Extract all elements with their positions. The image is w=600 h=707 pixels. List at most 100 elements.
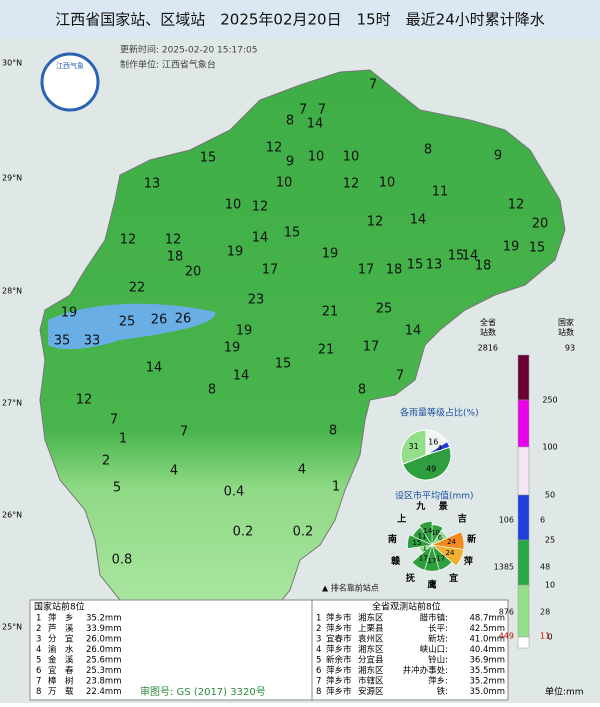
national-cell: 3 [36,635,41,645]
rain-area [48,303,216,350]
province-cell: 萍乡市 [326,644,352,655]
station-value: 35 [54,334,71,349]
city-name: 鹰 [427,579,436,591]
station-value: 9 [494,149,502,164]
national-cell: 宜 春 [48,665,74,676]
station-value: 12 [367,215,384,230]
legend-count: 28 [540,608,550,617]
national-cell: 22.4mm [86,687,122,697]
national-cell: 35.2mm [86,614,122,624]
lat-label: 29°N [2,174,22,183]
station-value: 15 [529,241,546,256]
province-cell: 1 [316,614,321,624]
province-cell: 40.4mm [470,645,506,655]
city-name: 吉 [458,512,467,524]
national-cell: 7 [36,677,41,687]
marker-note: ▲ 排名靠前站点 [322,583,379,593]
lat-label: 26°N [2,511,22,520]
legend-count: 449 [499,632,514,641]
province-cell: 长平: [428,623,448,634]
legend-count: 876 [499,608,514,617]
province-cell: 峡山口: [420,644,448,655]
pie-share-title: 各雨量等级占比(%) [400,407,479,419]
city-value: 17 [436,555,445,563]
legend-level: 250 [542,396,557,405]
national-cell: 26.0mm [86,645,122,655]
national-title: 国家站前8位 [34,601,85,613]
legend-unit: 单位:mm [545,686,584,698]
title-bar [0,0,600,38]
province-cell: 萍乡市 [326,686,352,697]
station-value: 25 [119,315,136,330]
province-cell: 铁: [437,686,448,697]
station-value: 10 [343,150,360,165]
legend-level: 50 [545,491,555,500]
station-value: 19 [224,341,241,356]
province-cell: 35.0mm [470,687,506,697]
legend-level: 10 [545,581,555,590]
station-value: 26 [151,313,168,328]
station-value: 15 [200,151,217,166]
station-value: 26 [175,312,192,327]
station-value: 1 [119,432,127,447]
national-cell: 6 [36,666,41,676]
station-value: 15 [448,249,465,264]
station-value: 19 [227,245,244,260]
province-cell: 萍乡: [428,676,448,687]
station-value: 13 [426,258,443,273]
station-value: 23 [248,293,265,308]
update-time: 更新时间: 2025-02-20 15:17:05 [120,44,257,56]
city-slice [407,534,434,549]
province-cell: 5 [316,656,321,666]
station-value: 1 [332,480,340,495]
city-name: 新 [467,533,476,545]
city-name: 萍 [464,555,473,567]
national-cell: 26.0mm [86,635,122,645]
province-cell: 铃山: [428,655,448,666]
province-cell: 安源区 [358,686,384,697]
station-value: 25 [376,302,393,317]
province-cell: 湘东区 [358,644,384,655]
province-title: 全省观测站前8位 [372,601,441,613]
legend-count: 2816 [478,344,498,353]
national-cell: 渝 水 [48,644,74,655]
province-cell: 35.2mm [470,677,506,687]
city-value: 24 [447,538,456,546]
legend-count: 48 [540,563,550,572]
station-value: 7 [369,78,377,93]
pie-label: 31 [409,442,419,451]
national-cell: 1 [36,614,41,624]
city-value: 17 [419,555,428,563]
city-name: 宜 [449,572,458,584]
national-cell: 25.3mm [86,666,122,676]
station-value: 7 [396,369,404,384]
station-value: 14 [233,369,250,384]
city-value: 6 [438,534,443,542]
station-value: 8 [329,424,337,439]
national-cell: 23.8mm [86,677,122,687]
province-cell: 6 [316,666,321,676]
legend-level: 25 [545,536,555,545]
station-value: 10 [308,150,325,165]
station-value: 14 [405,324,422,339]
legend-level: 0 [547,633,552,642]
city-value: 1 [423,544,427,552]
province-cell: 湘东区 [358,665,384,676]
station-value: 8 [358,383,366,398]
station-value: 12 [343,177,360,192]
station-value: 7 [299,103,307,118]
station-value: 0.2 [293,525,314,540]
province-cell: 井冲办事处: [403,665,448,676]
province-cell: 36.9mm [470,656,506,666]
province-cell: 41.0mm [470,635,506,645]
station-value: 9 [286,155,294,170]
province-cell: 袁州区 [358,634,384,645]
pie-label: 16 [428,437,438,446]
station-value: 15 [284,226,301,241]
station-value: 2 [102,454,110,469]
lat-label: 25°N [2,623,22,632]
lat-label: 30°N [2,59,22,68]
station-value: 22 [129,281,146,296]
station-value: 10 [276,176,293,191]
station-value: 20 [532,217,549,232]
